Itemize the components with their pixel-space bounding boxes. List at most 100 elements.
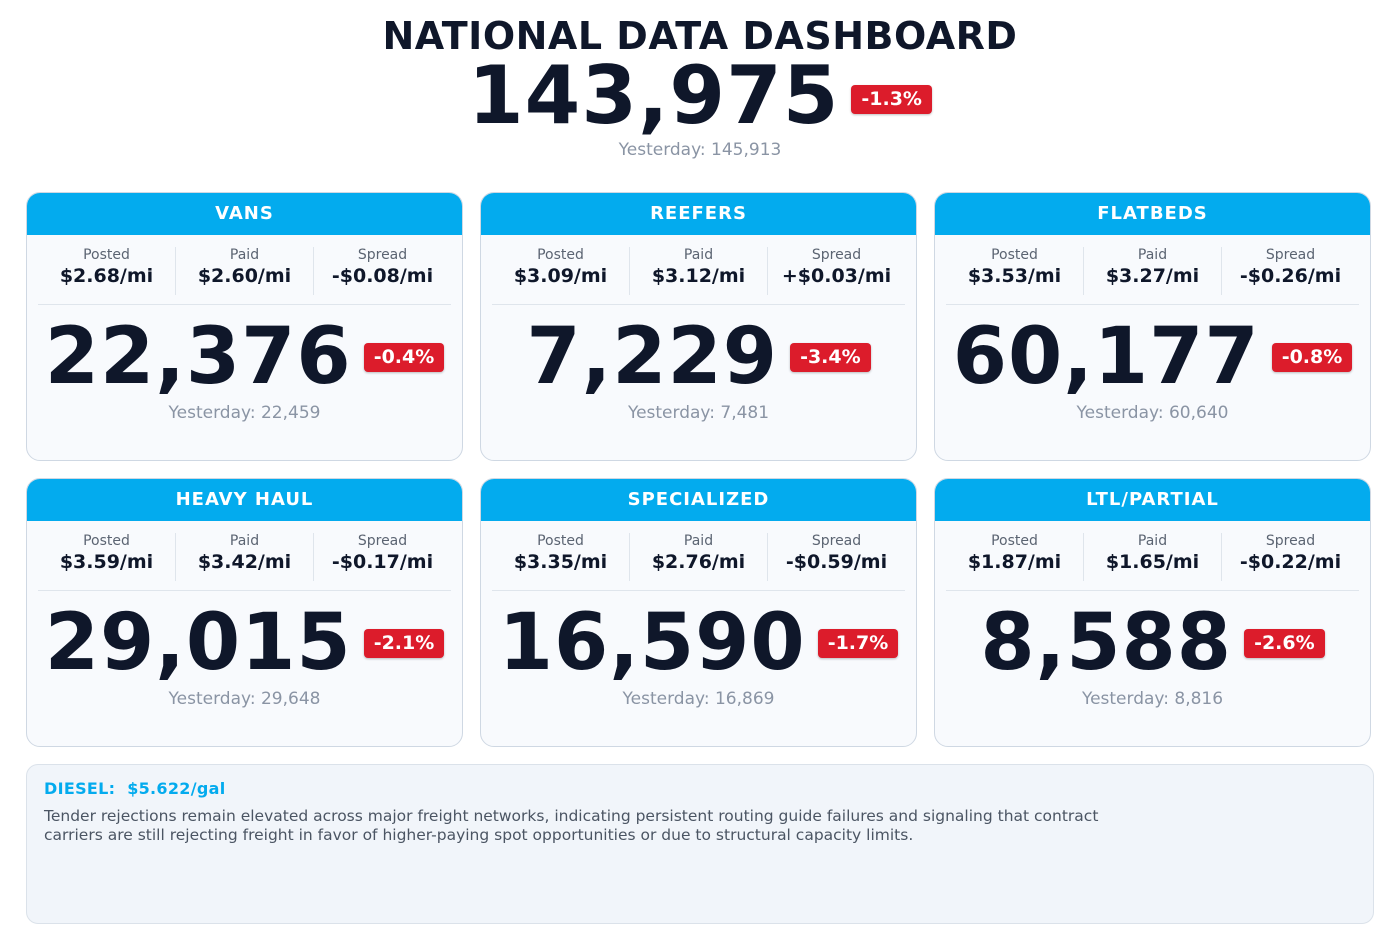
paid-rate: Paid $3.12/mi bbox=[630, 247, 768, 295]
rate-row: Posted $1.87/mi Paid $1.65/mi Spread -$0… bbox=[946, 533, 1359, 591]
load-count-row: 7,229 -3.4% bbox=[481, 315, 916, 399]
spread-label: Spread bbox=[811, 533, 862, 549]
spread-value: -$0.17/mi bbox=[331, 551, 434, 573]
change-badge: -2.6% bbox=[1244, 628, 1325, 658]
total-change-badge: -1.3% bbox=[851, 84, 932, 114]
paid-label: Paid bbox=[229, 247, 260, 263]
spread-rate: Spread -$0.59/mi bbox=[768, 533, 905, 581]
paid-rate: Paid $1.65/mi bbox=[1084, 533, 1222, 581]
dashboard-header: NATIONAL DATA DASHBOARD 143,975 -1.3% Ye… bbox=[0, 14, 1400, 160]
card-vans: VANS Posted $2.68/mi Paid $2.60/mi Sprea… bbox=[26, 192, 463, 461]
spread-rate: Spread +$0.03/mi bbox=[768, 247, 905, 295]
yesterday-count: Yesterday: 29,648 bbox=[168, 689, 321, 709]
card-title: FLATBEDS bbox=[935, 193, 1370, 235]
spread-value: -$0.22/mi bbox=[1239, 551, 1342, 573]
posted-label: Posted bbox=[83, 533, 130, 549]
posted-label: Posted bbox=[537, 247, 584, 263]
spread-label: Spread bbox=[1265, 247, 1316, 263]
posted-value: $3.35/mi bbox=[513, 551, 608, 573]
total-yesterday: Yesterday: 145,913 bbox=[618, 140, 782, 160]
spread-rate: Spread -$0.22/mi bbox=[1222, 533, 1359, 581]
posted-value: $2.68/mi bbox=[59, 265, 154, 287]
paid-value: $2.76/mi bbox=[651, 551, 746, 573]
spread-label: Spread bbox=[357, 533, 408, 549]
spread-label: Spread bbox=[357, 247, 408, 263]
yesterday-count: Yesterday: 16,869 bbox=[622, 689, 775, 709]
yesterday-count: Yesterday: 60,640 bbox=[1076, 403, 1229, 423]
diesel-value: $5.622/gal bbox=[127, 779, 226, 798]
posted-value: $1.87/mi bbox=[967, 551, 1062, 573]
change-badge: -0.4% bbox=[363, 342, 445, 372]
posted-value: $3.09/mi bbox=[513, 265, 608, 287]
paid-value: $2.60/mi bbox=[197, 265, 292, 287]
paid-label: Paid bbox=[1137, 533, 1168, 549]
total-loads-row: 143,975 -1.3% bbox=[0, 49, 1400, 142]
card-heavy-haul: HEAVY HAUL Posted $3.59/mi Paid $3.42/mi… bbox=[26, 478, 463, 747]
change-badge: -0.8% bbox=[1271, 342, 1353, 372]
load-count-row: 29,015 -2.1% bbox=[27, 601, 462, 685]
rate-row: Posted $2.68/mi Paid $2.60/mi Spread -$0… bbox=[38, 247, 451, 305]
posted-rate: Posted $3.35/mi bbox=[492, 533, 630, 581]
spread-value: -$0.26/mi bbox=[1239, 265, 1342, 287]
paid-label: Paid bbox=[683, 533, 714, 549]
market-notes-panel: DIESEL: $5.622/gal Tender rejections rem… bbox=[26, 764, 1374, 924]
paid-value: $3.27/mi bbox=[1105, 265, 1200, 287]
posted-label: Posted bbox=[991, 247, 1038, 263]
card-title: SPECIALIZED bbox=[481, 479, 916, 521]
diesel-label: DIESEL: bbox=[44, 779, 116, 798]
card-ltl-partial: LTL/PARTIAL Posted $1.87/mi Paid $1.65/m… bbox=[934, 478, 1371, 747]
paid-label: Paid bbox=[1137, 247, 1168, 263]
rate-row: Posted $3.09/mi Paid $3.12/mi Spread +$0… bbox=[492, 247, 905, 305]
yesterday-count: Yesterday: 7,481 bbox=[627, 403, 770, 423]
card-reefers: REEFERS Posted $3.09/mi Paid $3.12/mi Sp… bbox=[480, 192, 917, 461]
posted-rate: Posted $2.68/mi bbox=[38, 247, 176, 295]
load-count: 8,588 bbox=[980, 598, 1233, 688]
card-specialized: SPECIALIZED Posted $3.35/mi Paid $2.76/m… bbox=[480, 478, 917, 747]
load-count: 29,015 bbox=[44, 598, 352, 688]
spread-rate: Spread -$0.17/mi bbox=[314, 533, 451, 581]
card-title: VANS bbox=[27, 193, 462, 235]
paid-value: $1.65/mi bbox=[1105, 551, 1200, 573]
market-summary-text: Tender rejections remain elevated across… bbox=[44, 807, 1099, 844]
change-badge: -2.1% bbox=[363, 628, 445, 658]
posted-label: Posted bbox=[83, 247, 130, 263]
rate-row: Posted $3.35/mi Paid $2.76/mi Spread -$0… bbox=[492, 533, 905, 591]
posted-label: Posted bbox=[991, 533, 1038, 549]
posted-value: $3.53/mi bbox=[967, 265, 1062, 287]
posted-label: Posted bbox=[537, 533, 584, 549]
load-count-row: 16,590 -1.7% bbox=[481, 601, 916, 685]
rate-row: Posted $3.53/mi Paid $3.27/mi Spread -$0… bbox=[946, 247, 1359, 305]
posted-rate: Posted $3.59/mi bbox=[38, 533, 176, 581]
page-title: NATIONAL DATA DASHBOARD bbox=[382, 14, 1018, 58]
posted-value: $3.59/mi bbox=[59, 551, 154, 573]
spread-rate: Spread -$0.26/mi bbox=[1222, 247, 1359, 295]
card-title: REEFERS bbox=[481, 193, 916, 235]
change-badge: -3.4% bbox=[790, 342, 871, 372]
paid-value: $3.42/mi bbox=[197, 551, 292, 573]
yesterday-count: Yesterday: 8,816 bbox=[1081, 689, 1224, 709]
load-count-row: 8,588 -2.6% bbox=[935, 601, 1370, 685]
paid-rate: Paid $2.76/mi bbox=[630, 533, 768, 581]
paid-rate: Paid $2.60/mi bbox=[176, 247, 314, 295]
load-count-row: 22,376 -0.4% bbox=[27, 315, 462, 399]
rate-row: Posted $3.59/mi Paid $3.42/mi Spread -$0… bbox=[38, 533, 451, 591]
load-count: 60,177 bbox=[952, 312, 1260, 402]
paid-rate: Paid $3.42/mi bbox=[176, 533, 314, 581]
spread-label: Spread bbox=[811, 247, 862, 263]
spread-value: -$0.08/mi bbox=[331, 265, 434, 287]
load-count: 22,376 bbox=[44, 312, 352, 402]
spread-label: Spread bbox=[1265, 533, 1316, 549]
total-loads-value: 143,975 bbox=[468, 49, 840, 142]
yesterday-count: Yesterday: 22,459 bbox=[168, 403, 321, 423]
spread-value: -$0.59/mi bbox=[785, 551, 888, 573]
posted-rate: Posted $1.87/mi bbox=[946, 533, 1084, 581]
paid-label: Paid bbox=[683, 247, 714, 263]
posted-rate: Posted $3.53/mi bbox=[946, 247, 1084, 295]
spread-rate: Spread -$0.08/mi bbox=[314, 247, 451, 295]
change-badge: -1.7% bbox=[817, 628, 899, 658]
paid-value: $3.12/mi bbox=[651, 265, 746, 287]
load-count: 16,590 bbox=[498, 598, 806, 688]
card-title: HEAVY HAUL bbox=[27, 479, 462, 521]
card-flatbeds: FLATBEDS Posted $3.53/mi Paid $3.27/mi S… bbox=[934, 192, 1371, 461]
